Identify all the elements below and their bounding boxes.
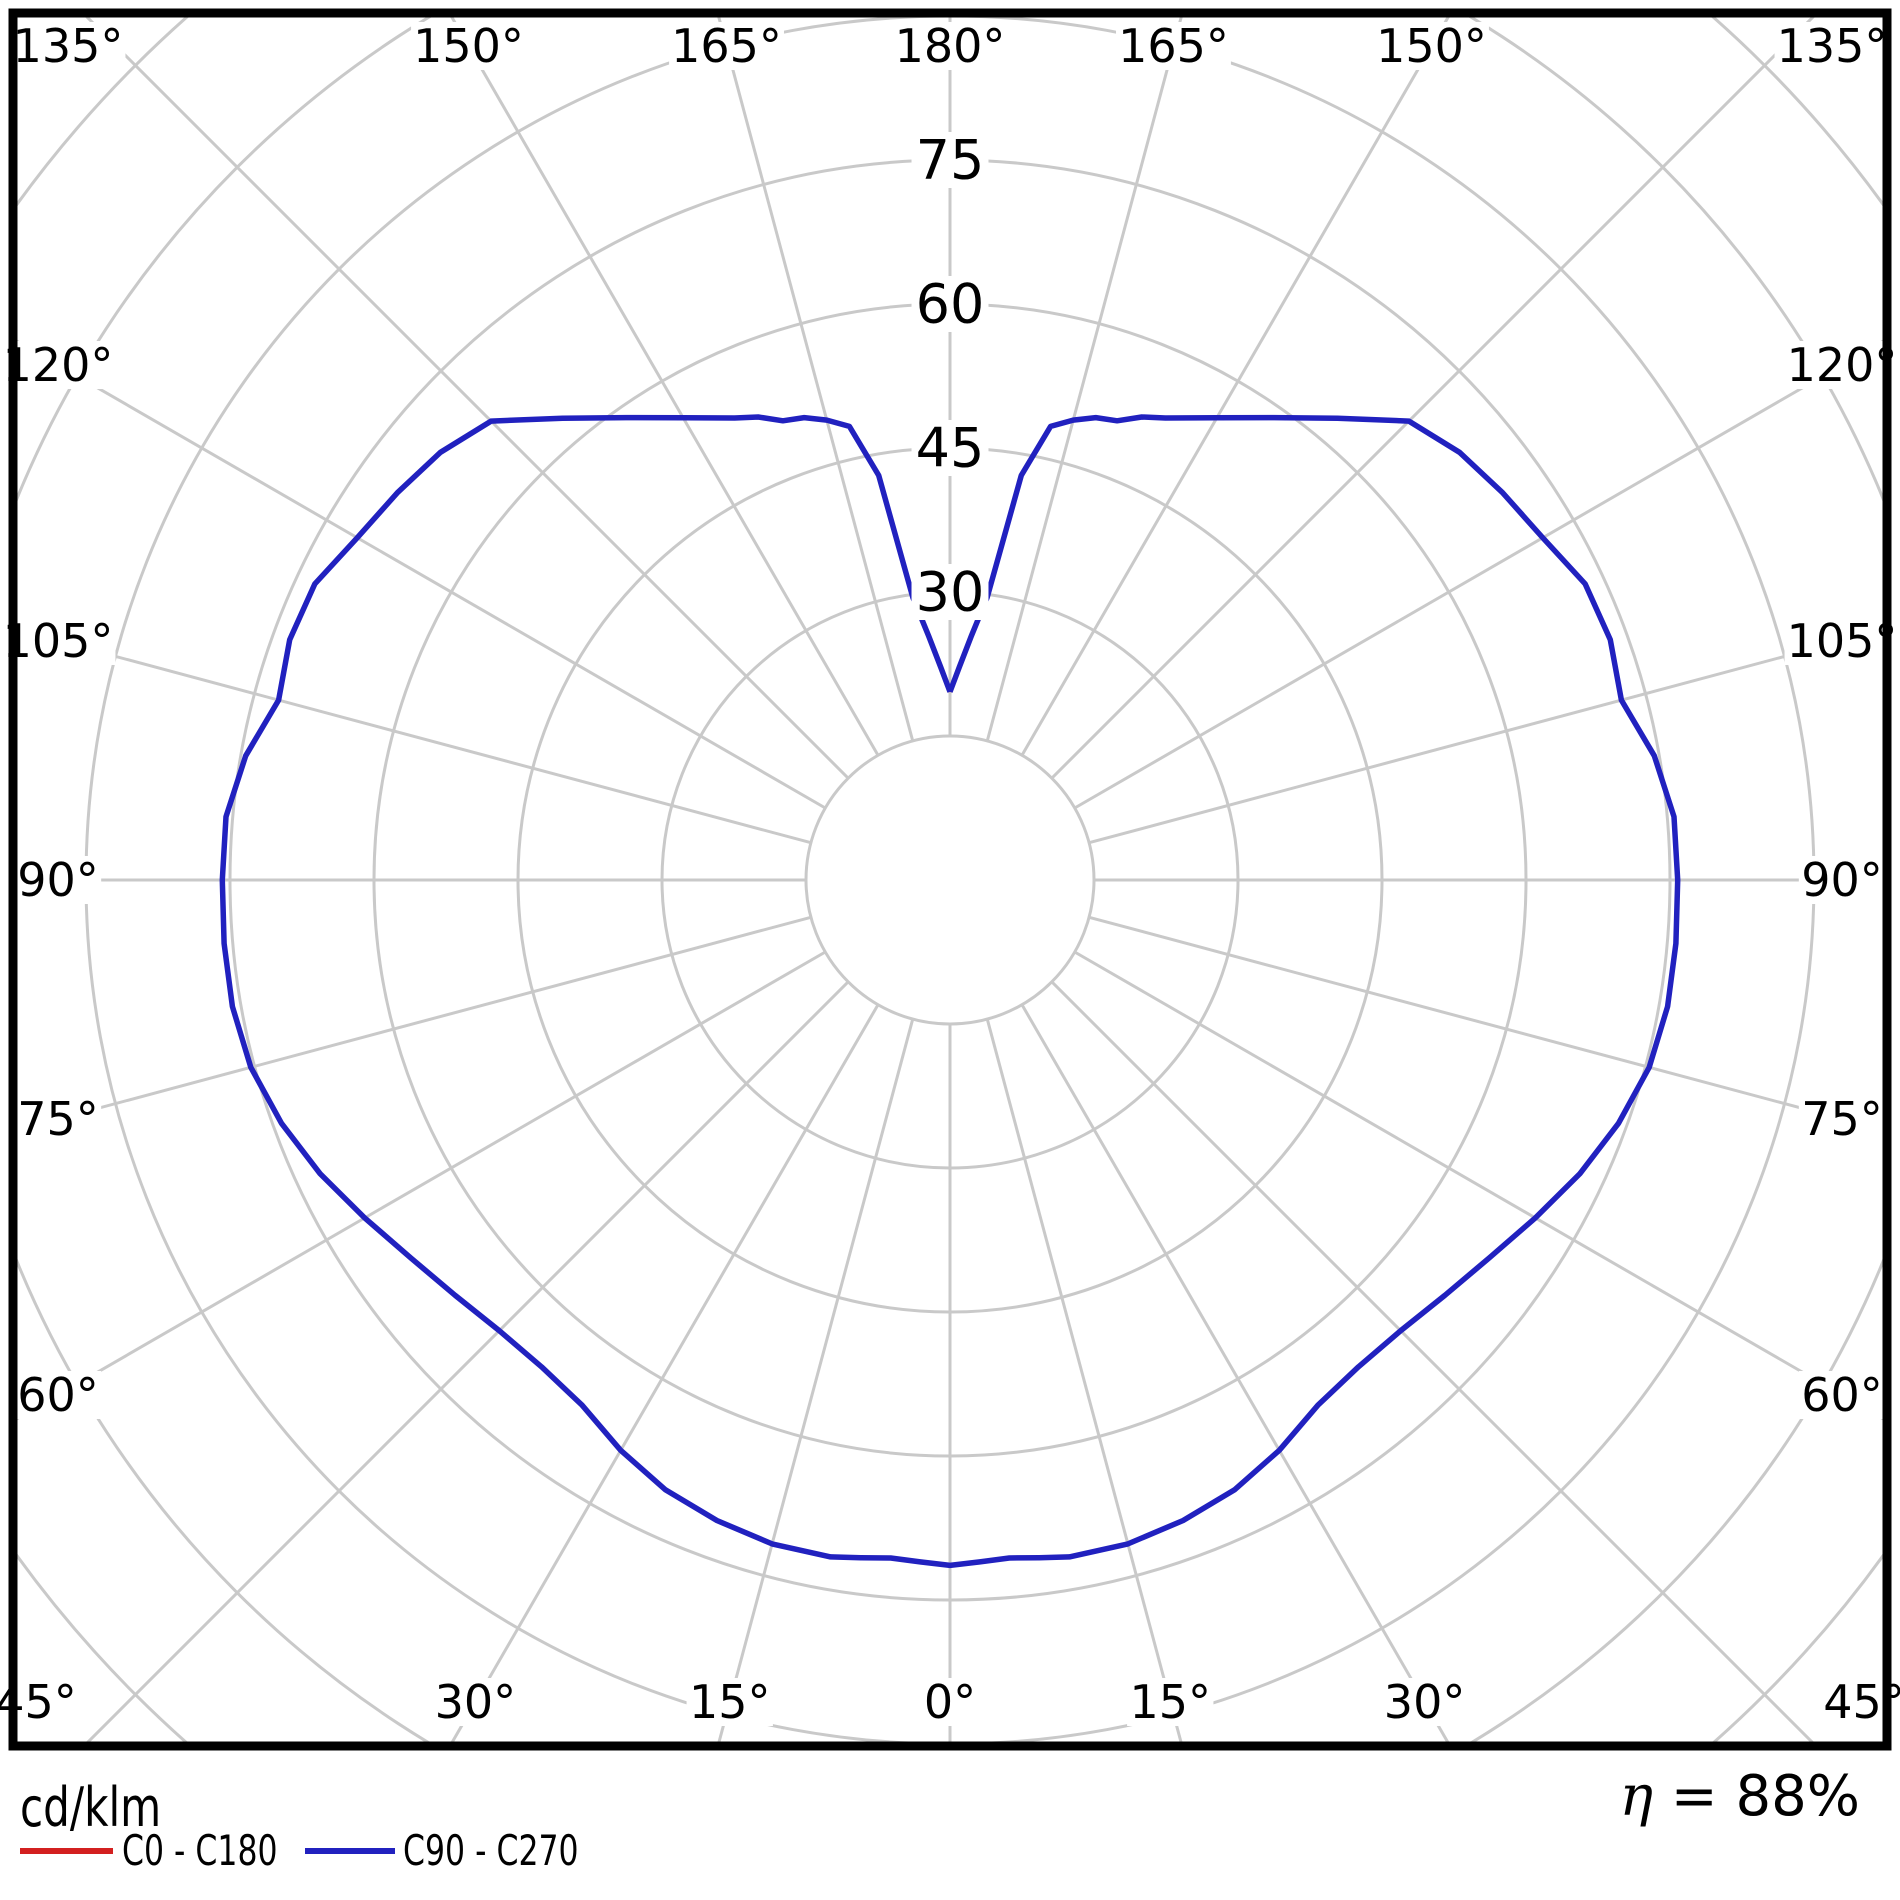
angle-label-right-135-bg: [1774, 22, 1890, 70]
ring-label-75: 75: [916, 129, 985, 192]
grid-ray-330: [450, 1003, 880, 1742]
ring-label-45: 45: [916, 417, 985, 480]
angle-label-right-75-bg: [1798, 1095, 1886, 1144]
efficiency-label: η = 88%: [1619, 1764, 1860, 1829]
angle-label-right-105: 105°: [1787, 614, 1898, 668]
grid-ray-75: [1088, 915, 1883, 1132]
angle-label-180: 180°: [895, 19, 1006, 73]
curves: [219, 414, 1681, 1569]
grid-ray-120: [1073, 339, 1883, 810]
angle-label-left-150-bg: [411, 22, 526, 70]
angle-label-0-bg: [921, 1678, 979, 1726]
grid-ray-300: [17, 950, 827, 1421]
grid-ray-255: [17, 628, 812, 845]
grid-ray-225: [85, 17, 850, 780]
angle-label-left-30-bg: [432, 1678, 519, 1726]
legend-label-c0-c180: C0 - C180: [122, 1826, 278, 1875]
angle-label-left-120: 120°: [3, 338, 114, 392]
angle-label-right-120-bg: [1784, 341, 1900, 390]
angle-label-0: 0°: [924, 1675, 976, 1729]
legend-line-c0-c180: [20, 1848, 113, 1854]
angle-label-right-15-bg: [1127, 1678, 1214, 1726]
grid-ray-135: [1050, 17, 1815, 780]
grid-ray-345: [717, 1018, 915, 1742]
angle-label-left-90-bg: [14, 856, 102, 904]
plot-border: [8, 8, 1892, 1751]
angle-label-left-15: 15°: [689, 1675, 771, 1729]
legend-line-c90-c270: [305, 1848, 395, 1854]
angle-label-left-150: 150°: [413, 19, 524, 73]
angle-label-left-165-bg: [669, 22, 784, 70]
grid-ray-195: [717, 17, 915, 742]
angle-label-left-15-bg: [686, 1678, 773, 1726]
grid-ray-150: [1020, 17, 1450, 757]
angle-label-right-90-bg: [1798, 856, 1886, 904]
angle-label-left-165: 165°: [671, 19, 782, 73]
grid-ray-30: [1020, 1003, 1450, 1742]
angle-label-left-75: 75°: [17, 1092, 99, 1146]
grid-ray-210: [450, 17, 880, 757]
angle-label-right-105-bg: [1784, 616, 1900, 665]
ring-label-75-bg: [911, 132, 989, 188]
ring-label-60-bg: [911, 276, 989, 332]
angle-label-left-90: 90°: [17, 853, 99, 907]
angle-label-right-30: 30°: [1384, 1675, 1466, 1729]
grid-ray-15: [985, 1018, 1183, 1742]
ring-label-45-bg: [911, 420, 989, 476]
angle-label-right-30-bg: [1381, 1678, 1468, 1726]
eta-symbol: η: [1619, 1764, 1653, 1829]
angle-label-right-150-bg: [1374, 22, 1489, 70]
angle-label-left-105: 105°: [3, 614, 114, 668]
angle-label-left-105-bg: [0, 616, 116, 665]
angle-label-right-60: 60°: [1801, 1368, 1883, 1422]
angle-label-left-30: 30°: [435, 1675, 517, 1729]
grid-ray-105: [1088, 628, 1883, 845]
grid-ray-285: [17, 915, 812, 1132]
angle-label-right-135: 135°: [1777, 19, 1888, 73]
angle-label-right-165: 165°: [1118, 19, 1229, 73]
eta-value: = 88%: [1653, 1764, 1860, 1829]
angle-label-left-135-bg: [10, 22, 126, 70]
angle-label-left-60: 60°: [17, 1368, 99, 1422]
grid-ray-45: [1050, 980, 1814, 1742]
angle-label-left-75-bg: [14, 1095, 102, 1144]
grid-ray-165: [985, 17, 1183, 742]
curve-c90-c270: [219, 414, 1681, 1569]
angle-label-180-bg: [892, 22, 1008, 70]
angle-label-left-120-bg: [0, 341, 116, 390]
units-label: cd/klm: [20, 1776, 162, 1839]
angle-label-right-75: 75°: [1801, 1092, 1883, 1146]
legend-label-c90-c270: C90 - C270: [403, 1826, 579, 1875]
grid-ring-15: [804, 734, 1096, 1026]
grid-ray-315: [86, 980, 850, 1742]
angle-label-right-150: 150°: [1376, 19, 1487, 73]
ring-label-60: 60: [916, 273, 985, 336]
angle-label-left-135: 135°: [13, 19, 124, 73]
angle-label-right-165-bg: [1116, 22, 1231, 70]
angle-label-right-15: 15°: [1129, 1675, 1211, 1729]
ring-label-30-bg: [911, 564, 989, 620]
angle-label-right-90: 90°: [1801, 853, 1883, 907]
angle-label-right-120: 120°: [1787, 338, 1898, 392]
ring-label-30: 30: [916, 561, 985, 624]
grid-ray-240: [17, 339, 827, 810]
legend: C0 - C180 C90 - C270: [0, 1826, 1900, 1886]
angle-label-left-60-bg: [14, 1370, 102, 1419]
angle-label-right-60-bg: [1798, 1370, 1886, 1419]
grid-ray-60: [1073, 950, 1883, 1421]
